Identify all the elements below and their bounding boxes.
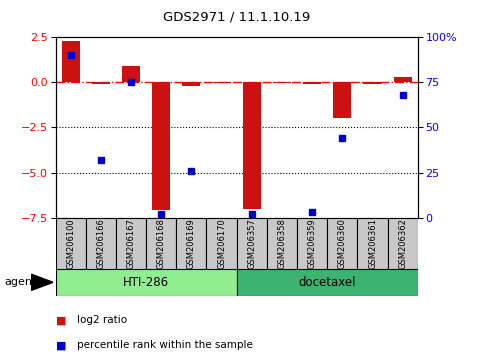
Bar [146, 218, 176, 269]
Bar [152, 82, 170, 211]
Bar [364, 82, 382, 84]
Text: GSM206358: GSM206358 [277, 218, 286, 269]
Bar [237, 218, 267, 269]
Bar [237, 269, 418, 296]
Bar [303, 82, 321, 84]
Text: ■: ■ [56, 340, 70, 350]
Text: GSM206166: GSM206166 [96, 218, 105, 269]
Text: ■: ■ [56, 315, 70, 325]
Text: GSM206359: GSM206359 [308, 218, 317, 269]
Text: GSM206360: GSM206360 [338, 218, 347, 269]
Bar [116, 218, 146, 269]
Bar [267, 218, 297, 269]
Bar [242, 82, 261, 209]
Bar [176, 218, 207, 269]
Text: GSM206170: GSM206170 [217, 218, 226, 269]
Text: GSM206362: GSM206362 [398, 218, 407, 269]
Bar [357, 218, 388, 269]
Text: GSM206357: GSM206357 [247, 218, 256, 269]
Bar [56, 269, 237, 296]
Text: agent: agent [5, 277, 37, 287]
Text: GSM206168: GSM206168 [156, 218, 166, 269]
Text: GSM206361: GSM206361 [368, 218, 377, 269]
Bar [273, 82, 291, 83]
Bar [183, 82, 200, 86]
Bar [394, 77, 412, 82]
Polygon shape [31, 274, 53, 290]
Bar [86, 218, 116, 269]
Bar [327, 218, 357, 269]
Bar [56, 218, 86, 269]
Text: GSM206100: GSM206100 [66, 218, 75, 269]
Text: GSM206167: GSM206167 [127, 218, 136, 269]
Bar [122, 66, 140, 82]
Bar [62, 41, 80, 82]
Text: HTI-286: HTI-286 [123, 276, 169, 289]
Bar [297, 218, 327, 269]
Bar [207, 218, 237, 269]
Text: docetaxel: docetaxel [298, 276, 356, 289]
Text: GSM206169: GSM206169 [187, 218, 196, 269]
Text: log2 ratio: log2 ratio [77, 315, 128, 325]
Bar [333, 82, 352, 118]
Text: GDS2971 / 11.1.10.19: GDS2971 / 11.1.10.19 [163, 11, 310, 24]
Bar [213, 82, 231, 83]
Text: percentile rank within the sample: percentile rank within the sample [77, 340, 253, 350]
Bar [388, 218, 418, 269]
Bar [92, 82, 110, 84]
